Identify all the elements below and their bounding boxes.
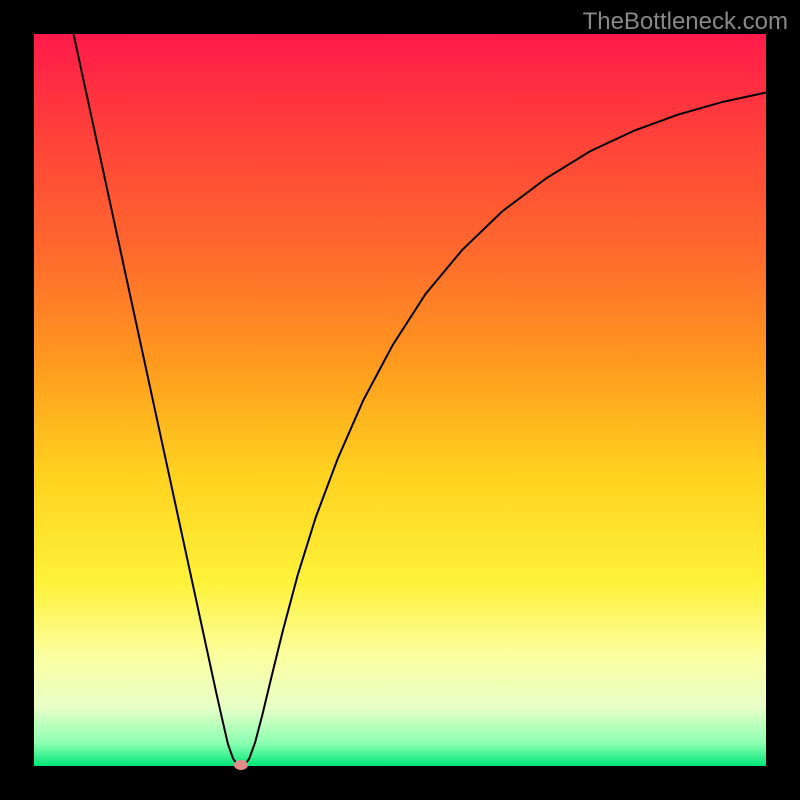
plot-area [34, 34, 766, 766]
bottleneck-curve [34, 34, 766, 766]
optimal-point-marker [234, 760, 248, 770]
watermark-text: TheBottleneck.com [583, 8, 788, 36]
